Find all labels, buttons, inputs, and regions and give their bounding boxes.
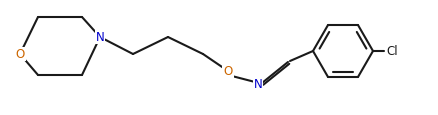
- Text: O: O: [223, 65, 233, 78]
- Text: Cl: Cl: [386, 45, 398, 58]
- Text: N: N: [254, 78, 262, 91]
- Text: N: N: [95, 31, 104, 44]
- Text: O: O: [15, 48, 25, 61]
